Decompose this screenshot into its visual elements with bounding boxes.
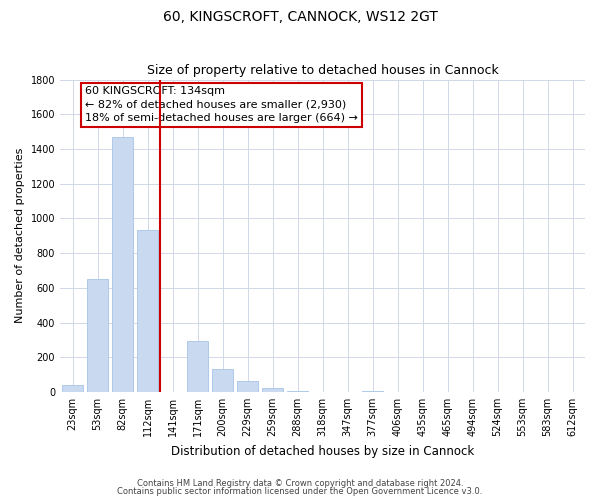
- Text: Contains HM Land Registry data © Crown copyright and database right 2024.: Contains HM Land Registry data © Crown c…: [137, 478, 463, 488]
- Bar: [212, 370, 233, 392]
- Bar: [287, 391, 308, 392]
- Bar: [237, 380, 258, 392]
- Bar: [187, 340, 208, 392]
- Text: 60, KINGSCROFT, CANNOCK, WS12 2GT: 60, KINGSCROFT, CANNOCK, WS12 2GT: [163, 10, 437, 24]
- Title: Size of property relative to detached houses in Cannock: Size of property relative to detached ho…: [146, 64, 499, 77]
- Y-axis label: Number of detached properties: Number of detached properties: [15, 148, 25, 324]
- Bar: [62, 385, 83, 392]
- Text: Contains public sector information licensed under the Open Government Licence v3: Contains public sector information licen…: [118, 487, 482, 496]
- Bar: [87, 279, 108, 392]
- Bar: [262, 388, 283, 392]
- Bar: [137, 230, 158, 392]
- Bar: [112, 137, 133, 392]
- X-axis label: Distribution of detached houses by size in Cannock: Distribution of detached houses by size …: [171, 444, 474, 458]
- Text: 60 KINGSCROFT: 134sqm
← 82% of detached houses are smaller (2,930)
18% of semi-d: 60 KINGSCROFT: 134sqm ← 82% of detached …: [85, 86, 358, 123]
- Bar: [362, 391, 383, 392]
